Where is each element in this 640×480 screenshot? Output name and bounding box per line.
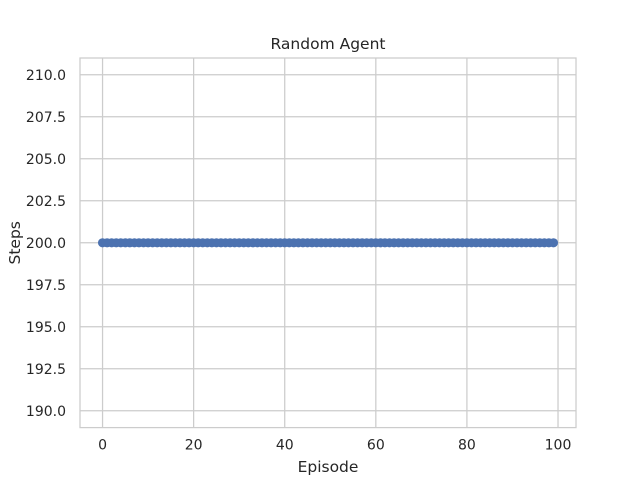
x-tick-label: 60 [367,438,385,454]
chart-title: Random Agent [271,35,386,53]
y-tick-label: 197.5 [26,278,66,294]
x-tick-label: 0 [98,438,107,454]
x-axis-ticks: 0 20 40 60 80 100 [98,438,571,454]
y-tick-label: 202.5 [26,194,66,210]
x-tick-label: 100 [545,438,572,454]
x-tick-label: 40 [276,438,294,454]
y-tick-label: 192.5 [26,362,66,378]
y-axis-ticks: 190.0 192.5 195.0 197.5 200.0 202.5 205.0 207.5… [26,68,66,420]
data-point [548,238,559,248]
y-tick-label: 207.5 [26,110,66,126]
y-tick-label: 210.0 [26,68,66,84]
y-tick-label: 200.0 [26,236,66,252]
x-tick-label: 80 [458,438,476,454]
y-tick-label: 205.0 [26,152,66,168]
plot-frame [79,57,577,429]
y-axis-label: Steps [6,221,24,264]
series-steps [97,238,559,248]
x-axis-label: Episode [298,458,359,476]
y-tick-label: 190.0 [26,404,66,420]
axes-frame [79,57,577,429]
x-tick-label: 20 [185,438,203,454]
y-tick-label: 195.0 [26,320,66,336]
